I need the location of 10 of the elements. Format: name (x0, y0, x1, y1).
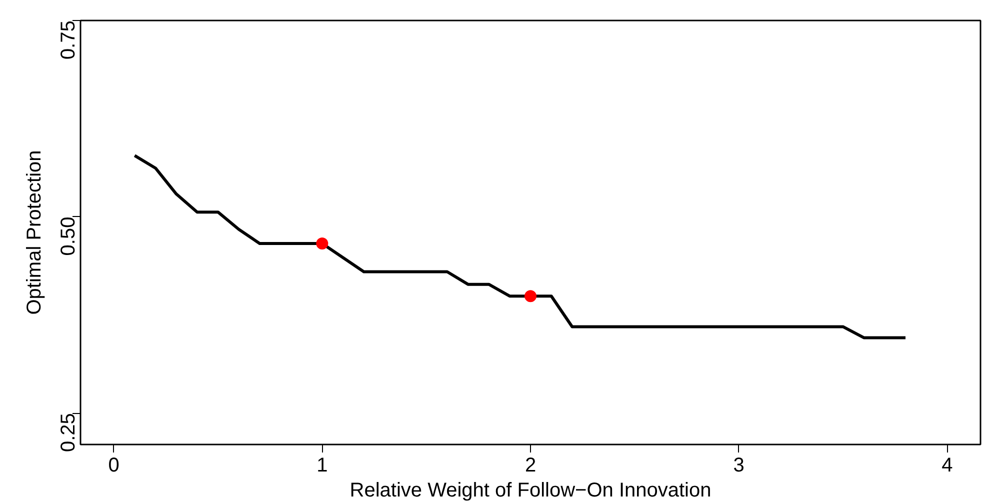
x-axis-title: Relative Weight of Follow−On Innovation (350, 480, 712, 502)
x-tick-label: 0 (108, 454, 120, 476)
y-tick-label: 0.75 (58, 20, 80, 60)
x-tick-label: 4 (942, 454, 953, 476)
y-tick-label: 0.50 (58, 216, 80, 256)
x-tick-label: 1 (316, 454, 328, 476)
x-tick-label: 3 (733, 454, 744, 476)
y-tick-label: 0.25 (58, 413, 80, 452)
x-tick-label: 2 (524, 454, 536, 476)
y-axis-title: Optimal Protection (24, 150, 46, 315)
